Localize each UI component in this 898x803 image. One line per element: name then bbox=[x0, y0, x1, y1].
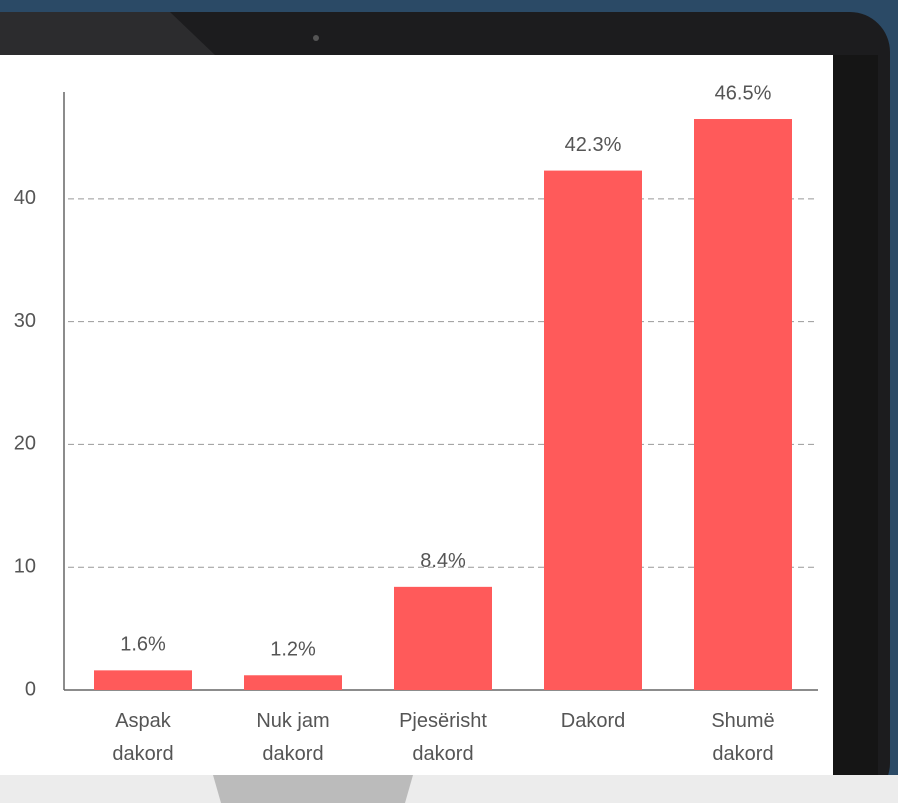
y-tick-label: 20 bbox=[14, 433, 36, 455]
stand bbox=[213, 775, 413, 803]
bar bbox=[694, 119, 792, 690]
y-tick-label: 40 bbox=[14, 187, 36, 209]
bar bbox=[544, 170, 642, 690]
y-tick-label: 0 bbox=[25, 678, 36, 700]
value-label: 42.3% bbox=[565, 134, 622, 156]
x-tick-label: Aspak dakord bbox=[112, 710, 174, 765]
value-label: 46.5% bbox=[715, 82, 772, 104]
bezel-reflection bbox=[0, 12, 215, 55]
x-tick-label: Dakord bbox=[560, 710, 626, 732]
bar bbox=[244, 675, 342, 690]
bar bbox=[94, 670, 192, 690]
base bbox=[0, 775, 898, 803]
x-tick-label: Nuk jam dakord bbox=[256, 710, 330, 765]
screen-edge bbox=[833, 55, 878, 775]
x-tick-label: Shumë dakord bbox=[711, 710, 775, 765]
x-tick-label: Pjesërisht dakord bbox=[399, 710, 487, 765]
bar bbox=[394, 586, 492, 690]
value-label: 8.4% bbox=[420, 550, 466, 572]
camera bbox=[313, 35, 319, 41]
value-label: 1.6% bbox=[120, 634, 166, 656]
value-label: 1.2% bbox=[270, 639, 316, 661]
y-tick-label: 30 bbox=[14, 310, 36, 332]
y-tick-label: 10 bbox=[14, 555, 36, 577]
chart: 0 10 20 30 40 1.6% 1.2% 8.4% 42.3% 46.5% bbox=[14, 82, 818, 700]
